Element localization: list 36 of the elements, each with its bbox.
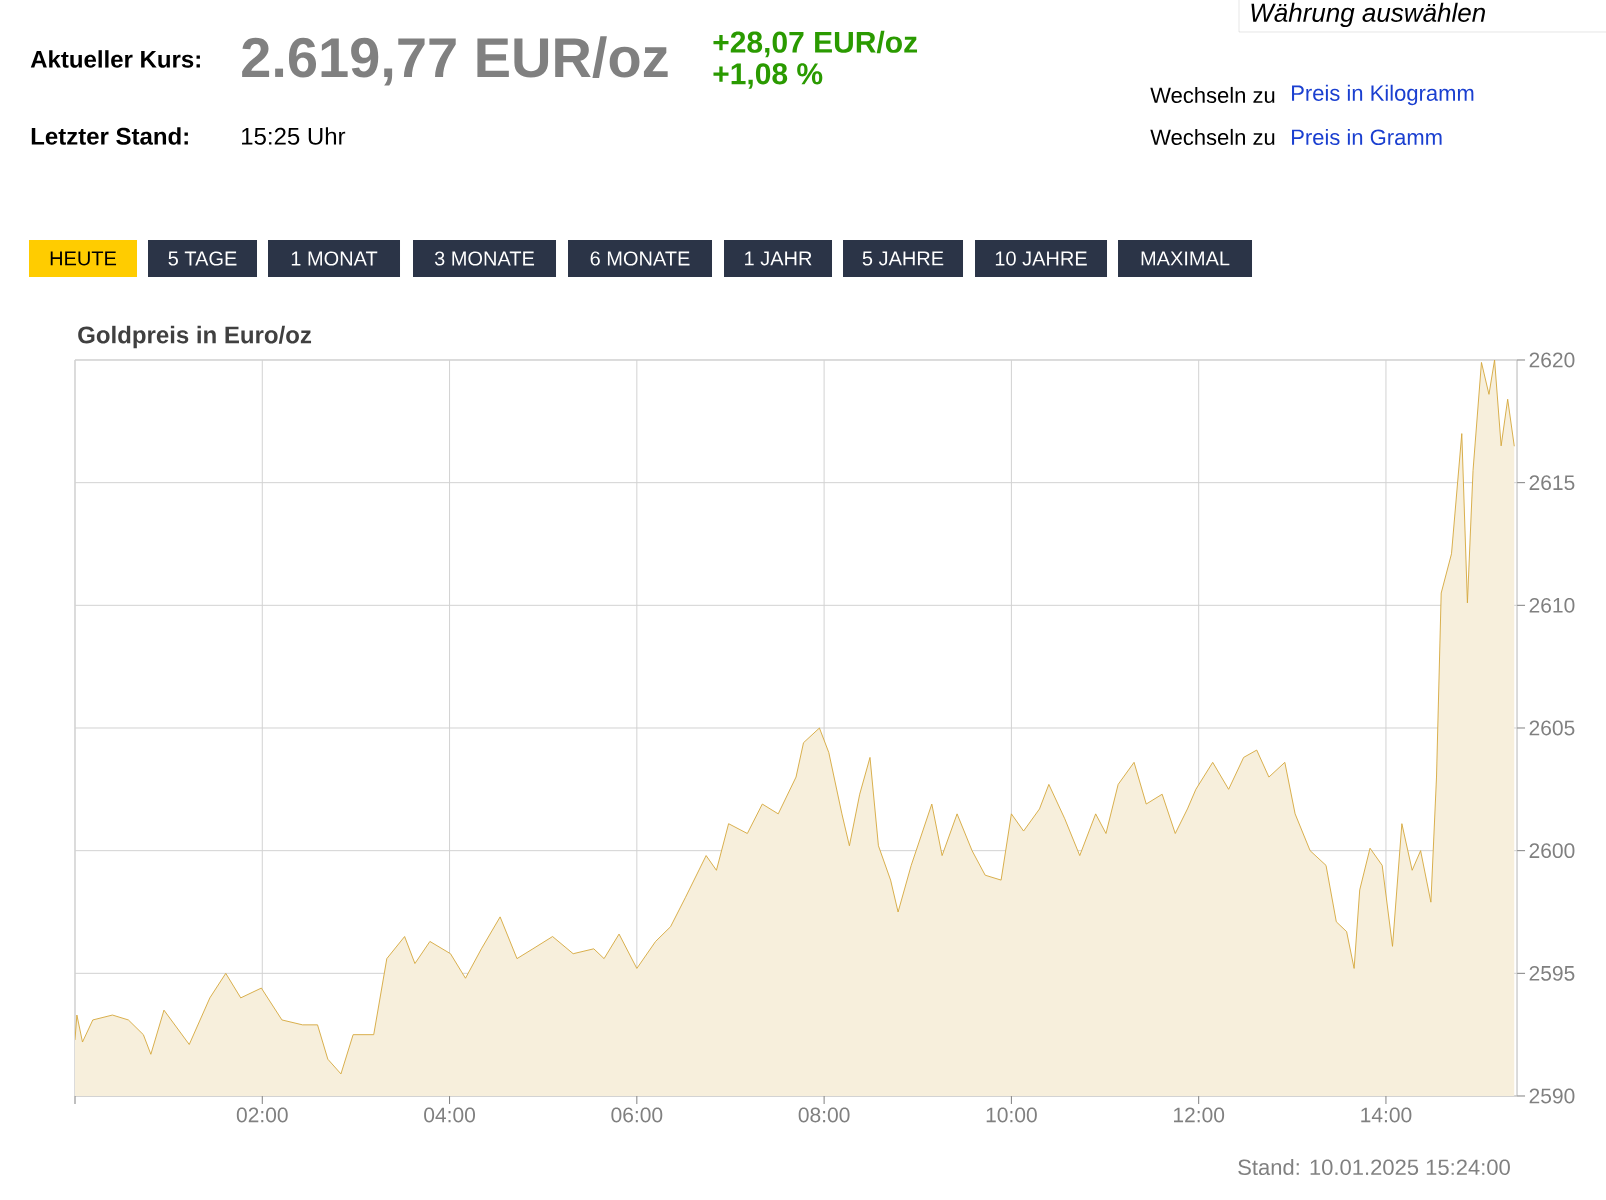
text: 5 JAHRE (862, 251, 944, 266)
text: Wechseln zu (1150, 86, 1275, 104)
x-tick-label: 12:00 (1173, 1107, 1225, 1123)
chart-title: Goldpreis in Euro/oz (78, 325, 312, 349)
text: Währung auswählen (1251, 2, 1486, 28)
y-tick-label: 2600 (1529, 843, 1575, 859)
text: Preis in Kilogramm (1292, 84, 1474, 106)
text: 6 MONATE (590, 251, 690, 266)
text: Aktueller Kurs: (30, 50, 200, 68)
text: Preis in Gramm (1292, 128, 1442, 146)
text: 15:25 Uhr (242, 127, 346, 145)
text: +1,08 % (713, 63, 823, 89)
x-tick-label: 04:00 (424, 1107, 476, 1123)
text: MAXIMAL (1141, 251, 1230, 266)
y-tick-label: 2615 (1529, 475, 1575, 491)
y-tick-label: 2595 (1529, 965, 1575, 981)
text: 10 JAHRE (995, 251, 1087, 266)
text: 2.619,77 EUR/oz (242, 36, 668, 86)
text: +28,07 EUR/oz (713, 30, 918, 58)
text: Stand: 10.01.2025 15:24:00 (1238, 1158, 1510, 1176)
x-tick-label: 06:00 (611, 1107, 663, 1123)
text: 1 JAHR (745, 251, 812, 266)
x-tick-label: 08:00 (798, 1107, 850, 1123)
y-tick-label: 2590 (1529, 1088, 1575, 1104)
text: 5 TAGE (168, 251, 237, 266)
y-tick-label: 2620 (1529, 352, 1575, 368)
y-tick-label: 2610 (1529, 597, 1575, 613)
x-tick-label: 02:00 (236, 1107, 288, 1123)
x-tick-label: 10:00 (986, 1107, 1037, 1123)
x-tick-label: 14:00 (1361, 1107, 1412, 1123)
text: 3 MONATE (434, 251, 535, 266)
text: Letzter Stand: (31, 127, 188, 145)
y-tick-label: 2605 (1529, 720, 1575, 736)
text: Wechseln zu (1150, 128, 1275, 146)
text: HEUTE (50, 251, 117, 266)
text: 1 MONAT (291, 251, 378, 266)
